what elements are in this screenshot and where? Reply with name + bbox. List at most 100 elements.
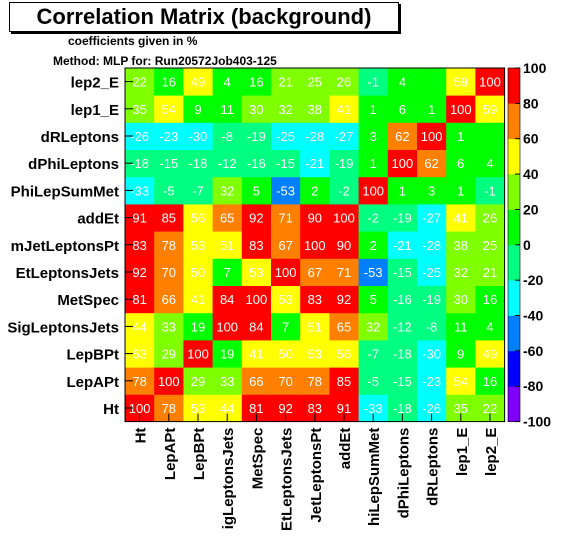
heatmap-cell [183,149,213,178]
heatmap-cell [446,149,476,178]
cell-value: 50 [191,265,205,280]
heatmap-cell [417,367,447,395]
cell-value: 51 [308,319,322,334]
heatmap-cell [475,367,505,395]
colorbar-segment [508,315,520,352]
cell-value: 78 [162,238,176,253]
y-tick-label: SigLeptonsJets [7,319,119,336]
cell-value: -16 [393,292,412,307]
colorbar-segment [508,103,520,140]
heatmap-cell [417,285,447,314]
heatmap-cell [212,367,243,395]
cell-value: 83 [249,238,263,253]
cell-value: 35 [132,102,146,117]
cell-value: 100 [246,292,268,307]
cell-value: 70 [162,265,176,280]
cell-value: 9 [194,102,201,117]
heatmap-cell [446,367,476,395]
heatmap-cell [241,312,272,341]
cell-value: -12 [393,319,412,334]
heatmap-cell [387,204,418,232]
cell-value: 5 [370,292,377,307]
cell-value: 33 [220,374,234,389]
cell-value: 70 [278,374,292,389]
heatmap-cell [300,367,330,395]
colorbar-segment [508,209,520,246]
cell-value: 35 [454,401,468,416]
cell-value: 100 [479,75,501,90]
cell-value: 22 [483,401,497,416]
heatmap-cell [271,285,301,314]
cell-value: 1 [370,156,377,171]
cell-value: 4 [486,319,493,334]
y-tick-label: mJetLeptonsPt [11,238,119,255]
cell-value: 53 [191,238,205,253]
heatmap-cell [387,68,418,96]
y-tick-label: MetSpec [57,292,119,309]
heatmap-cell [475,68,505,96]
cell-value: 100 [304,238,326,253]
heatmap-cell [417,340,447,368]
cell-value: 32 [366,319,380,334]
heatmap-cell [183,122,213,150]
heatmap-cell [154,204,184,232]
heatmap-cell [329,367,359,395]
heatmap-cell [358,367,389,395]
heatmap-cell [387,258,418,286]
x-tick-label: JetLeptonsPt [308,428,325,523]
y-tick-label: dRLeptons [41,129,119,146]
heatmap-cell [358,68,389,96]
heatmap-cell [300,312,330,341]
cell-value: 2 [370,238,377,253]
heatmap-cell [154,149,184,178]
heatmap-cell [300,258,330,286]
cell-value: 26 [483,211,497,226]
colorbar-tick-label: 0 [523,237,531,253]
cell-value: -18 [130,156,149,171]
heatmap-cell [446,204,476,232]
cell-value: -26 [422,401,441,416]
heatmap-cell [154,367,184,395]
heatmap-cell [417,122,447,150]
cell-value: 21 [483,265,497,280]
cell-value: 84 [249,319,263,334]
cell-value: 92 [132,265,146,280]
cell-value: 29 [191,374,205,389]
cell-value: 53 [249,265,263,280]
cell-value: -15 [159,156,178,171]
heatmap-cell [358,258,389,286]
cell-value: 78 [308,374,322,389]
y-tick-label: LepAPt [67,374,120,391]
heatmap-cell [300,68,330,96]
cell-value: -5 [163,183,175,198]
heatmap-cell [446,68,476,96]
cell-value: -23 [159,129,178,144]
y-tick-label: EtLeptonsJets [16,265,119,282]
heatmap-cell [154,340,184,368]
cell-value: 1 [399,183,406,198]
colorbar-tick-label: -60 [523,343,543,359]
heatmap-cell [154,231,184,259]
heatmap-cell [446,312,476,341]
heatmap-cell [475,285,505,314]
heatmap-cell [358,312,389,341]
cell-value: -21 [393,238,412,253]
heatmap-cell [154,122,184,150]
cell-value: 32 [220,183,234,198]
y-tick-label: lep2_E [71,75,119,92]
cell-value: -1 [367,75,379,90]
colorbar-segment [508,280,520,316]
cell-value: 41 [454,211,468,226]
cell-value: 81 [132,292,146,307]
cell-value: 38 [308,102,322,117]
cell-value: 44 [220,401,234,416]
cell-value: 49 [483,347,497,362]
y-tick-label: PhiLepSumMet [11,183,119,200]
heatmap-cell [387,312,418,341]
cell-value: 1 [457,129,464,144]
heatmap-cell [329,122,359,150]
cell-value: 66 [162,292,176,307]
cell-value: 16 [249,75,263,90]
heatmap-cell [446,340,476,368]
